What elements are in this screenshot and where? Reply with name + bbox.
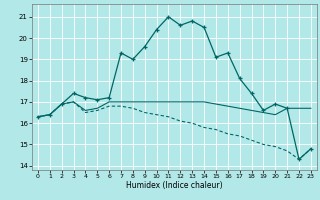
X-axis label: Humidex (Indice chaleur): Humidex (Indice chaleur) bbox=[126, 181, 223, 190]
